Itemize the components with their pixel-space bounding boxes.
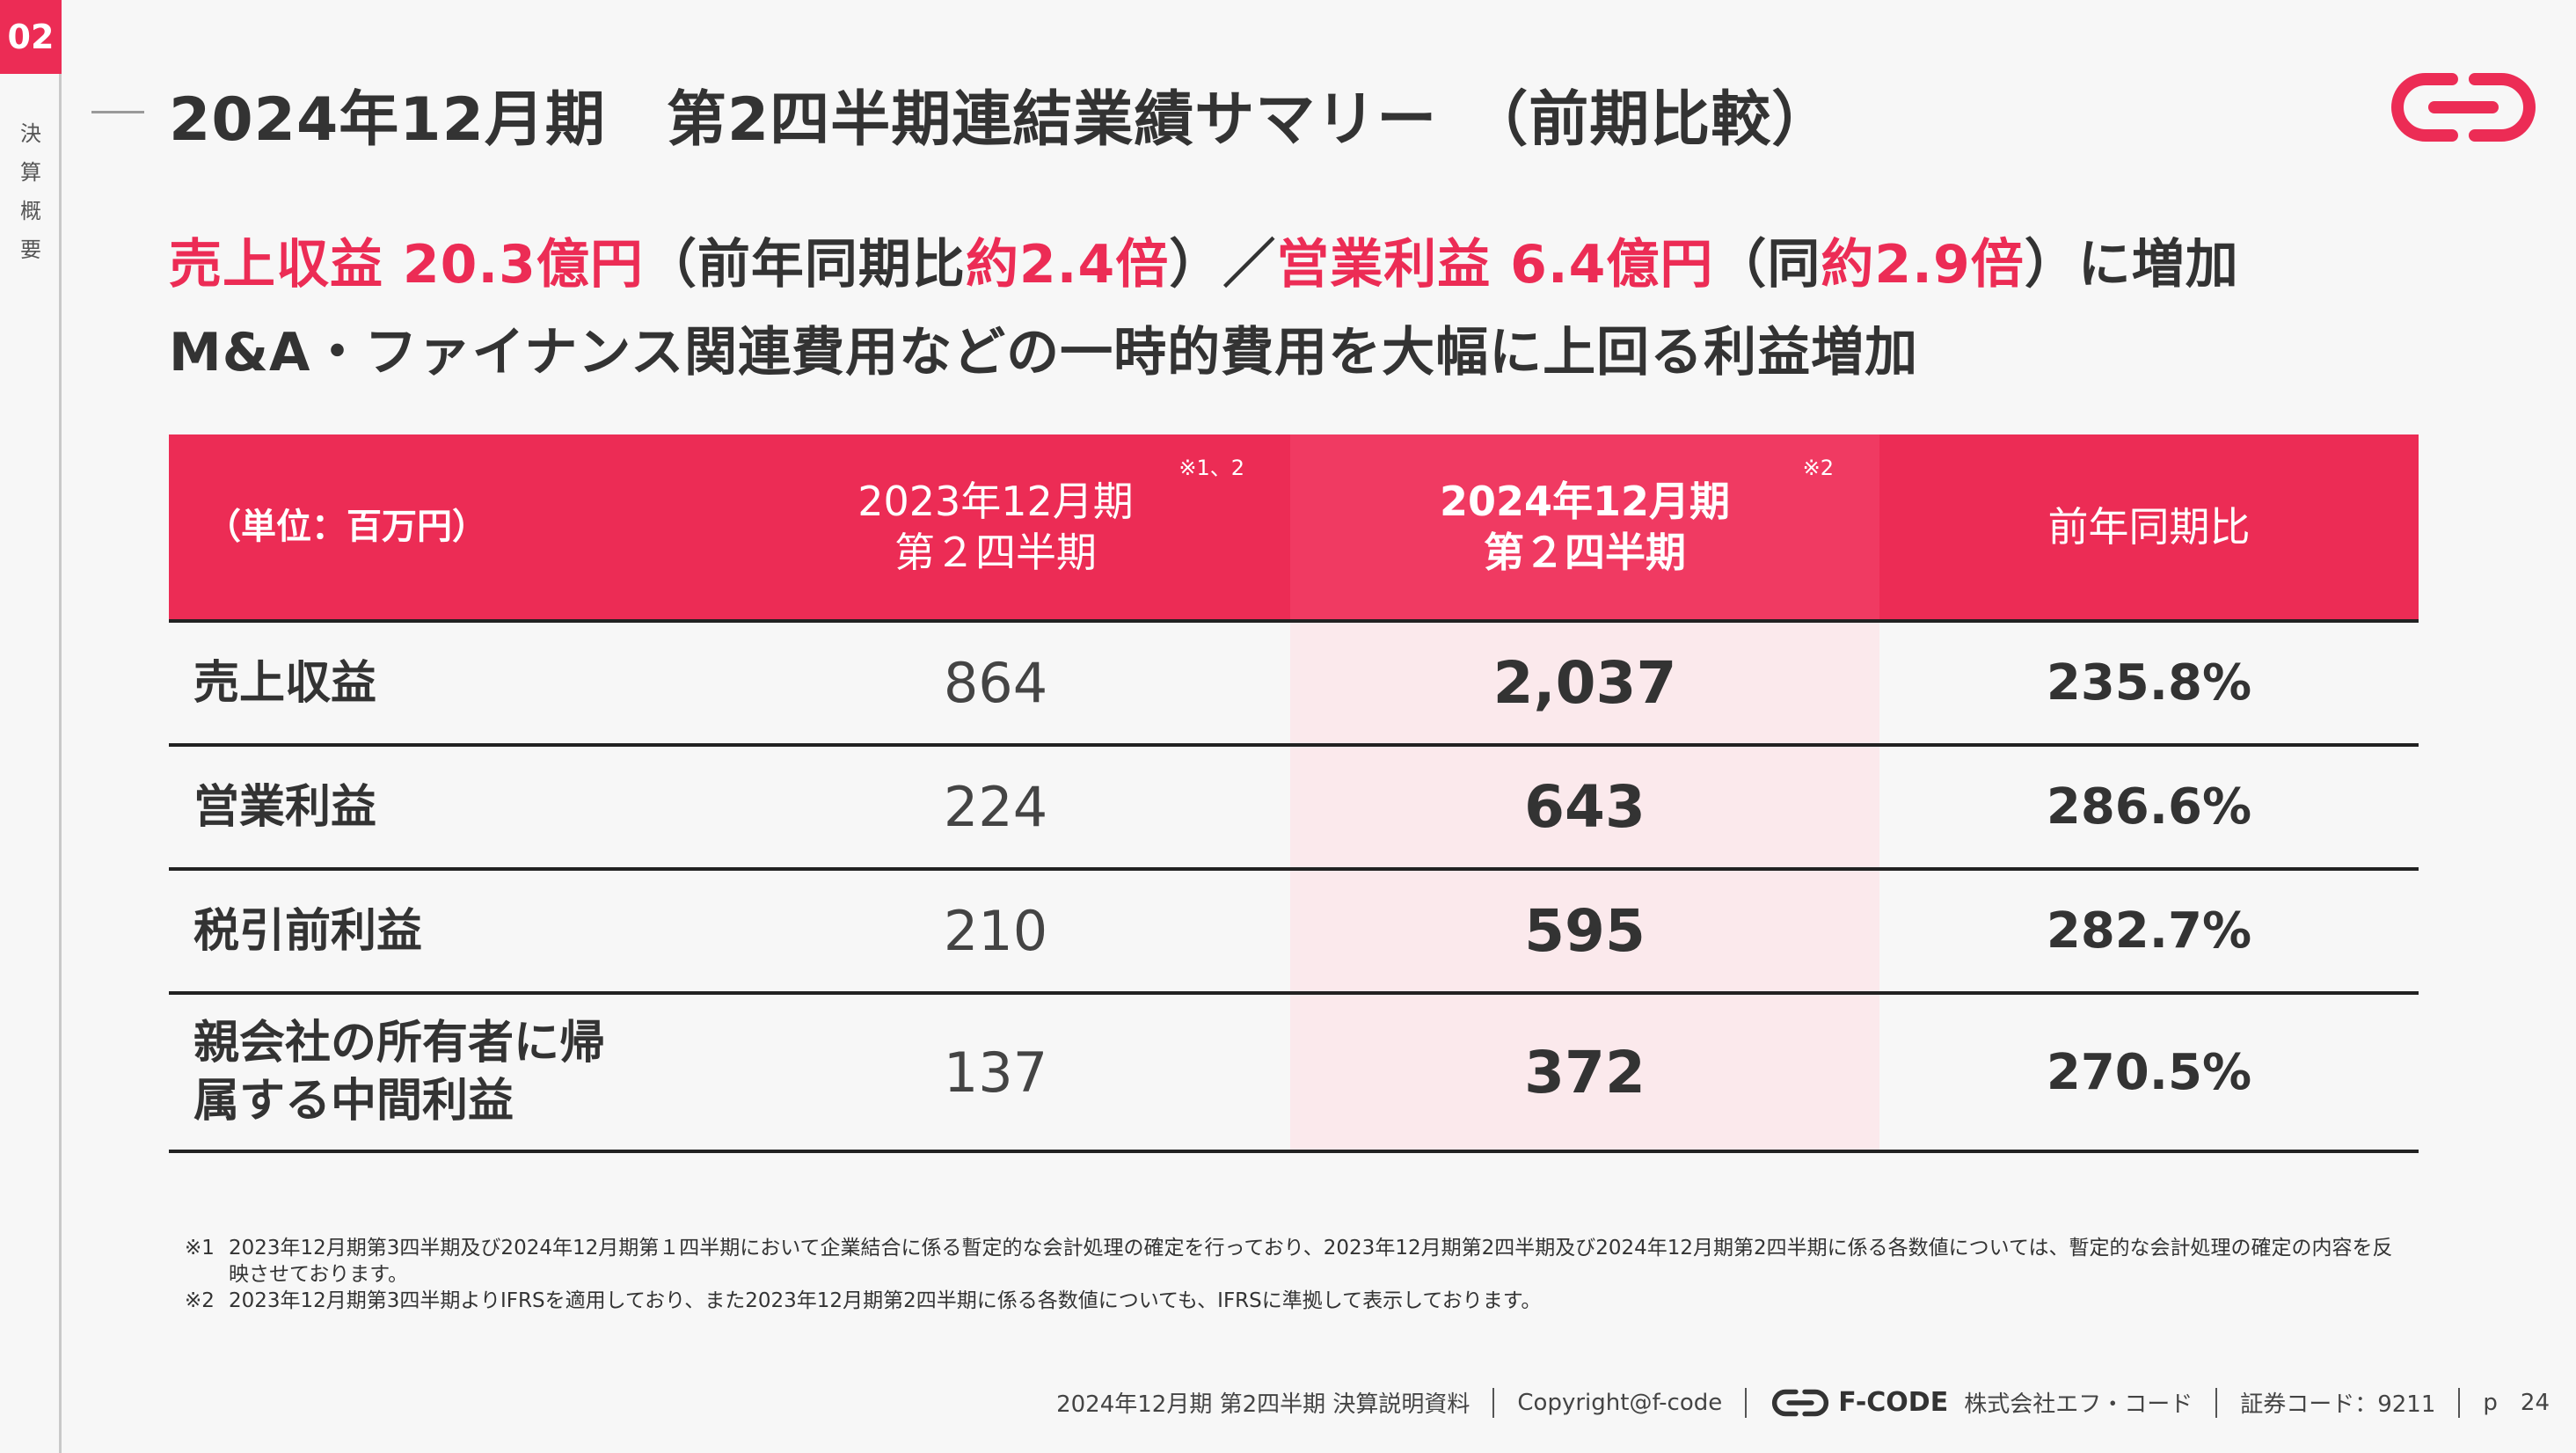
row-label: 税引前利益 bbox=[193, 904, 423, 958]
footer-brand: F-CODE bbox=[1838, 1387, 1949, 1418]
footer-stock-code: 証券コード：9211 bbox=[2240, 1391, 2436, 1418]
footer-divider bbox=[2458, 1387, 2461, 1418]
footer-company: 株式会社エフ・コード bbox=[1964, 1391, 2193, 1418]
footer-page-label: p bbox=[2483, 1389, 2498, 1416]
footnote-text: 2023年12月期第3四半期及び2024年12月期第１四半期において企業結合に係… bbox=[229, 1237, 2393, 1286]
headline-segment: 約2.9倍 bbox=[1821, 234, 2025, 296]
headline-segment: （前年同期比 bbox=[643, 234, 966, 296]
row-curr-value: 595 bbox=[1290, 871, 1879, 991]
headline-segment: ）／ bbox=[1169, 234, 1277, 296]
row-ratio-value: 235.8% bbox=[2046, 654, 2252, 712]
title-dash bbox=[91, 111, 144, 113]
headline-segment: 売上収益 20.3億円 bbox=[169, 234, 644, 296]
headline-segment: （同 bbox=[1713, 234, 1821, 296]
footer: 2024年12月期 第2四半期 決算説明資料 Copyright@f-code … bbox=[1056, 1386, 2550, 1419]
row-label: 営業利益 bbox=[193, 780, 377, 834]
column-prev-line2: 第２四半期 bbox=[894, 529, 1097, 576]
row-prev-value: 224 bbox=[943, 775, 1048, 839]
column-curr-line1: 2024年12月期 bbox=[1439, 478, 1731, 525]
results-table: （単位：百万円） ※1、2 2023年12月期 第２四半期 ※2 2024年12… bbox=[169, 434, 2419, 1153]
headline-segment: ）に増加 bbox=[2024, 234, 2239, 296]
page-number-badge: 02 bbox=[0, 0, 62, 74]
row-label: 売上収益 bbox=[193, 656, 377, 710]
footnotes: ※1 2023年12月期第3四半期及び2024年12月期第１四半期において企業結… bbox=[185, 1235, 2401, 1314]
headline-line-1: 売上収益 20.3億円（前年同期比約2.4倍）／営業利益 6.4億円（同約2.9… bbox=[169, 222, 2239, 298]
footnote: ※1 2023年12月期第3四半期及び2024年12月期第１四半期において企業結… bbox=[185, 1235, 2401, 1288]
headline-segment: 約2.4倍 bbox=[965, 234, 1170, 296]
f-code-logo-icon bbox=[1772, 1389, 1829, 1416]
row-ratio-value: 282.7% bbox=[2046, 902, 2252, 960]
column-prev-note: ※1、2 bbox=[1179, 456, 1244, 480]
section-label: 決算概要 bbox=[20, 121, 41, 262]
f-code-logo-icon bbox=[2391, 73, 2536, 142]
row-label: 親会社の所有者に帰属する中間利益 bbox=[193, 1017, 606, 1128]
table-row: 売上収益 864 2,037 235.8% bbox=[169, 623, 2419, 747]
column-curr-note: ※2 bbox=[1802, 456, 1834, 480]
row-ratio-value: 286.6% bbox=[2046, 778, 2252, 836]
footnote: ※2 2023年12月期第3四半期よりIFRSを適用しており、また2023年12… bbox=[185, 1288, 2401, 1314]
row-curr-value: 372 bbox=[1290, 995, 1879, 1150]
table-row: 税引前利益 210 595 282.7% bbox=[169, 871, 2419, 995]
footnote-text: 2023年12月期第3四半期よりIFRSを適用しており、また2023年12月期第… bbox=[229, 1289, 1542, 1312]
row-curr-value: 2,037 bbox=[1290, 623, 1879, 743]
footer-copyright: Copyright@f-code bbox=[1517, 1389, 1723, 1416]
footer-page-number: 24 bbox=[2520, 1389, 2550, 1416]
footnote-mark: ※1 bbox=[185, 1237, 215, 1260]
page-title: 2024年12月期 第2四半期連結業績サマリー （前期比較） bbox=[169, 85, 1833, 155]
column-prev-line1: 2023年12月期 bbox=[857, 478, 1134, 525]
footnote-mark: ※2 bbox=[185, 1289, 215, 1312]
row-ratio-value: 270.5% bbox=[2046, 1043, 2252, 1101]
column-curr-line2: 第２四半期 bbox=[1484, 529, 1686, 576]
table-row: 営業利益 224 643 286.6% bbox=[169, 747, 2419, 871]
footer-divider bbox=[1492, 1387, 1495, 1418]
headline-segment: 営業利益 6.4億円 bbox=[1276, 234, 1714, 296]
footer-divider bbox=[2215, 1387, 2218, 1418]
row-prev-value: 210 bbox=[943, 899, 1048, 963]
row-prev-value: 137 bbox=[943, 1040, 1048, 1105]
row-prev-value: 864 bbox=[943, 651, 1048, 715]
column-prev-header: ※1、2 2023年12月期 第２四半期 bbox=[701, 434, 1290, 619]
sidebar: 02 決算概要 bbox=[0, 0, 62, 1453]
unit-label: （単位：百万円） bbox=[206, 507, 487, 547]
table-row: 親会社の所有者に帰属する中間利益 137 372 270.5% bbox=[169, 995, 2419, 1153]
column-ratio-header: 前年同期比 bbox=[2047, 503, 2251, 551]
headline-line-2: M&A・ファイナンス関連費用などの一時的費用を大幅に上回る利益増加 bbox=[169, 322, 1919, 383]
column-curr-header: ※2 2024年12月期 第２四半期 bbox=[1290, 434, 1879, 619]
footer-doc-title: 2024年12月期 第2四半期 決算説明資料 bbox=[1056, 1391, 1470, 1418]
table-header: （単位：百万円） ※1、2 2023年12月期 第２四半期 ※2 2024年12… bbox=[169, 434, 2419, 623]
footer-divider bbox=[1745, 1387, 1748, 1418]
row-curr-value: 643 bbox=[1290, 747, 1879, 867]
